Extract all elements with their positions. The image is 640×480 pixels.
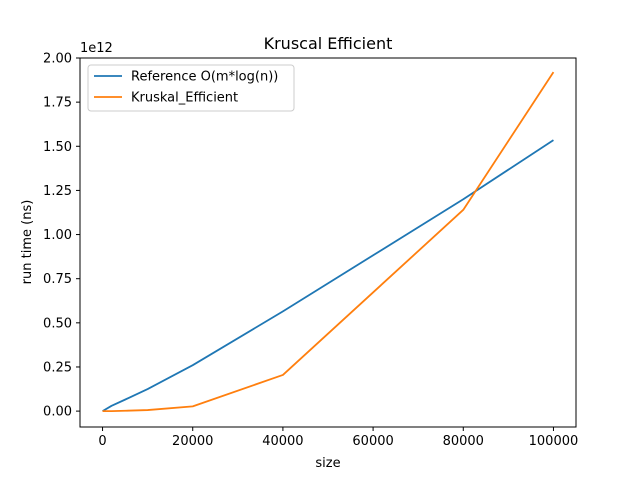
y-tick-label: 0.50: [43, 316, 72, 331]
y-axis: 0.00 0.25 0.50 0.75 1.00 1.25 1.50 1.75 2.00: [43, 52, 80, 420]
x-tick-label: 100000: [529, 434, 579, 449]
legend-label-2: Kruskal_Efficient: [131, 91, 238, 106]
x-tick-label: 80000: [443, 434, 484, 449]
y-tick-label: 0.25: [43, 360, 72, 375]
y-tick-label: 1.75: [43, 96, 72, 111]
x-tick-label: 60000: [352, 434, 393, 449]
chart-title: Kruscal Efficient: [264, 34, 393, 53]
plot-area: [102, 71, 555, 413]
x-tick-label: 40000: [262, 434, 303, 449]
y-tick-label: 1.00: [43, 228, 72, 243]
y-tick-label: 1.50: [43, 140, 72, 155]
series-line-2: [102, 71, 555, 413]
y-tick-label: 0.75: [43, 272, 72, 287]
y-axis-offset-label: 1e12: [80, 41, 113, 56]
x-tick-label: 20000: [172, 434, 213, 449]
y-tick-label: 2.00: [43, 52, 72, 67]
y-tick-label: 0.00: [43, 405, 72, 420]
x-axis: 0 20000 40000 60000 80000 100000: [98, 427, 578, 449]
legend-box: [87, 64, 295, 112]
y-tick-label: 1.25: [43, 184, 72, 199]
axes-frame: [79, 57, 577, 428]
series-line-1: [102, 139, 554, 412]
legend: Reference O(m*log(n)) Kruskal_Efficient: [87, 64, 295, 112]
x-axis-label: size: [315, 456, 340, 471]
legend-label-1: Reference O(m*log(n)): [131, 70, 278, 85]
y-axis-label: run time (ns): [20, 200, 35, 285]
x-tick-label: 0: [98, 434, 106, 449]
